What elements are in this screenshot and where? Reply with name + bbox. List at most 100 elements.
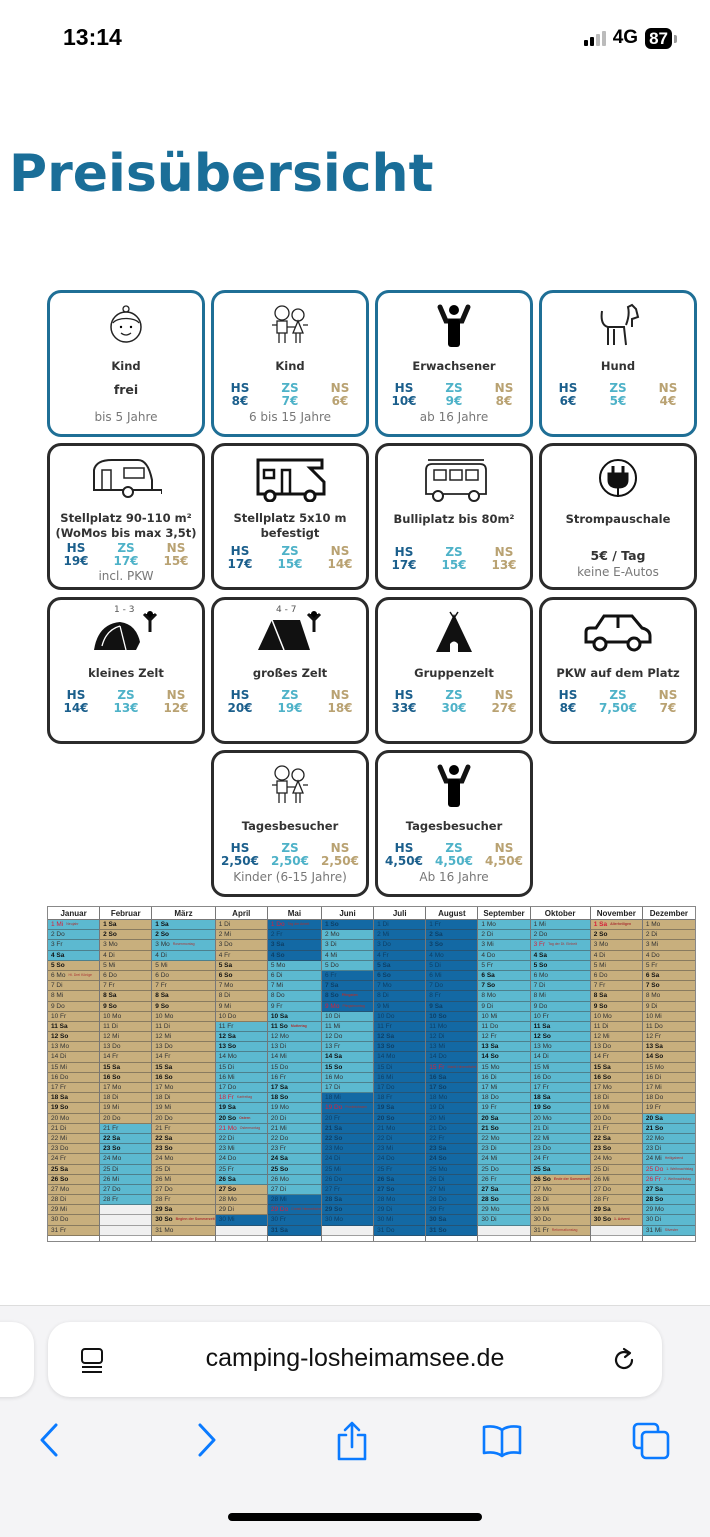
day-label: 6 So: [377, 971, 391, 979]
day-label: 21 Di: [533, 1124, 549, 1132]
calendar-day: 18 Di: [100, 1093, 152, 1104]
day-label: 16 Di: [481, 1073, 497, 1081]
calendar-day: 23 Di: [478, 1144, 530, 1155]
price-hs: HS 17€: [391, 545, 417, 572]
calendar-day: 8 Sa: [152, 991, 215, 1002]
tabs-icon[interactable]: [630, 1420, 672, 1462]
day-label: 10 Fr: [51, 1012, 67, 1020]
calendar-day: 27 Do: [590, 1184, 642, 1196]
day-label: 25 Do: [645, 1165, 664, 1173]
calendar-day: 16 Mo: [321, 1072, 374, 1083]
bookmarks-icon[interactable]: [480, 1420, 524, 1460]
day-label: 13 Di: [270, 1043, 287, 1051]
calendar-day: 24 Sa: [267, 1154, 321, 1165]
calendar-day: 26 Di: [426, 1174, 478, 1185]
day-label: 26 Sa: [218, 1175, 236, 1183]
calendar-day: 9 Di: [642, 1001, 695, 1012]
calendar-day: 4 Do: [642, 950, 695, 961]
previous-tab-pill[interactable]: [0, 1322, 34, 1397]
card-title: Tagesbesucher: [241, 819, 339, 833]
day-label: 5 Sa: [218, 961, 233, 969]
calendar-day: 7 So: [478, 981, 530, 992]
day-label: 26 Fr: [645, 1175, 662, 1183]
calendar-day: 4 Mo: [426, 950, 478, 961]
calendar-day: 2 Di: [642, 930, 695, 941]
day-label: 19 Mi: [593, 1104, 610, 1112]
calendar-day: 19 Mi: [100, 1103, 152, 1114]
day-label: 1 Mi: [533, 921, 546, 928]
price-ns: NS 13€: [491, 545, 517, 572]
day-label: 31 Do: [377, 1226, 395, 1234]
day-label: 27 Mo: [51, 1185, 70, 1193]
day-label: 22 Di: [218, 1134, 234, 1142]
day-label: 2 Mi: [377, 931, 390, 939]
calendar-day: 5 So: [48, 960, 100, 971]
calendar-day: 20 Mo: [48, 1113, 100, 1124]
day-label: 21 So: [481, 1124, 499, 1132]
calendar-day: 23 Di: [642, 1144, 695, 1155]
calendar-day: 7 Do: [426, 981, 478, 992]
day-label: 28 Do: [429, 1196, 447, 1204]
day-label: 3 Do: [218, 941, 233, 949]
back-icon[interactable]: [36, 1420, 66, 1460]
day-label: 30 Di: [645, 1216, 662, 1224]
calendar-day: 21 Sa: [321, 1123, 374, 1134]
reload-icon[interactable]: [610, 1346, 638, 1374]
calendar-day: 16 So: [100, 1072, 152, 1083]
calendar-day: 11 So Muttertag: [267, 1021, 321, 1033]
calendar-day: 8 Mo: [478, 991, 530, 1002]
day-label: 27 Sa: [481, 1185, 499, 1193]
price-hs: HS 8€: [230, 381, 250, 408]
calendar-day: 28 Do: [426, 1195, 478, 1206]
calendar-day: [100, 1225, 152, 1236]
day-note: Pfingsten: [341, 993, 358, 998]
day-label: 10 Mo: [155, 1012, 174, 1020]
day-label: 7 So: [481, 982, 496, 990]
day-label: 16 Mo: [324, 1073, 344, 1081]
calendar-day: 10 Do: [215, 1011, 267, 1022]
price-hs: HS 17€: [227, 544, 253, 571]
calendar-day: 9 Mi: [374, 1001, 426, 1012]
calendar-day: 12 Mi: [590, 1032, 642, 1043]
day-label: 18 Fr: [377, 1094, 393, 1102]
calendar-day: 14 So: [642, 1052, 695, 1063]
forward-icon[interactable]: [190, 1420, 220, 1460]
calendar-day: 5 Di: [426, 960, 478, 971]
calendar-day: 29 Mo: [478, 1205, 530, 1216]
share-icon[interactable]: [334, 1420, 370, 1462]
day-label: 13 Sa: [481, 1043, 499, 1051]
calendar-day: 28 Mo: [215, 1195, 267, 1206]
url-text[interactable]: camping-losheimamsee.de: [205, 1344, 505, 1372]
address-bar[interactable]: camping-losheimamsee.de: [48, 1322, 662, 1397]
day-label: 28 Fr: [593, 1196, 609, 1204]
calendar-month: Dezember 1 Mo 2 Di 3 Mi 4 Do 5 Fr 6 Sa 7 So 8 Mo…: [642, 907, 695, 1241]
day-label: 3 Fr: [533, 941, 546, 949]
day-label: 1 Di: [218, 921, 231, 928]
calendar-day: 19 Sa: [374, 1103, 426, 1114]
day-label: 8 So: [324, 992, 339, 1000]
calendar-day: 26 Mo: [267, 1174, 321, 1185]
calendar-day: 4 Fr: [215, 950, 267, 961]
calendar-day: 9 Mo Pfingstmontag: [321, 1001, 374, 1012]
day-label: 2 So: [155, 931, 170, 939]
reader-icon[interactable]: [78, 1346, 106, 1374]
calendar-day: 29 Fr: [426, 1205, 478, 1216]
day-label: 3 Fr: [51, 941, 63, 949]
calendar-day: 8 Di: [374, 991, 426, 1002]
price-ns: NS 4€: [658, 381, 678, 408]
calendar-day: 20 So Ostern: [215, 1113, 267, 1124]
day-note: Tag der Dt. Einheit: [548, 942, 577, 947]
day-label: 15 Sa: [155, 1063, 173, 1071]
day-note: Silvester: [664, 1227, 679, 1232]
calendar-day: 3 Fr Tag der Dt. Einheit: [530, 940, 590, 951]
day-label: 20 Mi: [429, 1114, 446, 1122]
day-label: 1 Sa: [593, 921, 608, 928]
calendar-day: 4 Sa: [48, 950, 100, 961]
calendar-day: 26 Fr 2. Weihnachtstag: [642, 1174, 695, 1185]
price-card: Stellplatz 90-110 m² (WoMos bis max 3,5t…: [47, 443, 205, 590]
calendar-day: 20 Do: [100, 1113, 152, 1124]
day-label: 22 Do: [270, 1134, 289, 1142]
day-label: 3 Mi: [645, 941, 659, 949]
day-label: 7 Fr: [593, 982, 606, 990]
calendar-day: 31 Sa: [267, 1225, 321, 1236]
